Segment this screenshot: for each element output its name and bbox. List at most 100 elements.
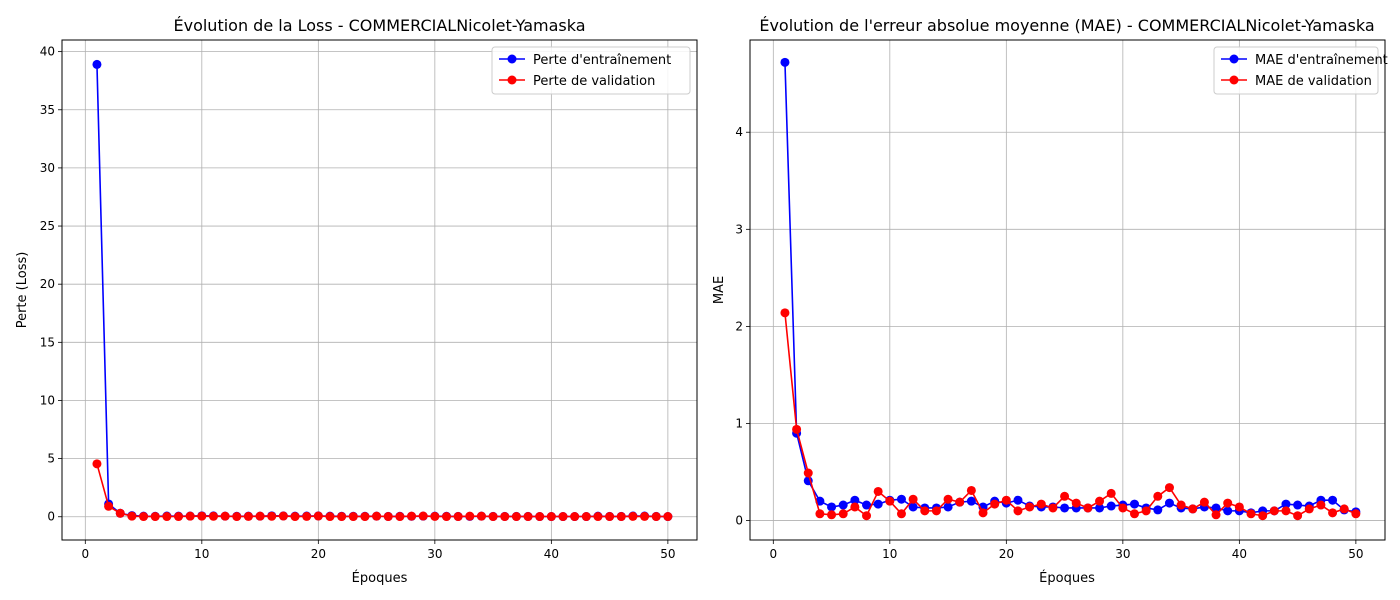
axes-frame (749, 39, 1386, 541)
data-point (1153, 505, 1163, 515)
data-point (372, 511, 382, 521)
data-point (896, 509, 906, 519)
data-point (1211, 510, 1221, 520)
data-point (1095, 496, 1105, 506)
x-tick-label: 50 (1348, 547, 1363, 561)
data-point (1118, 503, 1128, 513)
data-point (1328, 508, 1338, 518)
data-point (605, 512, 615, 522)
x-tick-label: 0 (769, 547, 777, 561)
data-point (780, 308, 790, 318)
data-point (966, 485, 976, 495)
data-point (943, 502, 953, 512)
y-tick-label: 3 (735, 222, 743, 236)
legend-label: Perte de validation (533, 74, 655, 89)
series-line (784, 312, 1357, 517)
data-point (1328, 495, 1338, 505)
data-point (453, 512, 463, 522)
data-point (418, 511, 428, 521)
data-point (1129, 499, 1139, 509)
data-point (1153, 491, 1163, 501)
legend-box (491, 46, 691, 95)
data-point (1036, 499, 1046, 509)
chart-title: Évolution de la Loss - COMMERCIALNicolet… (173, 16, 585, 35)
legend-swatch-marker (507, 54, 517, 64)
data-point (278, 511, 288, 521)
data-point (931, 506, 941, 516)
chart-title: Évolution de l'erreur absolue moyenne (M… (759, 16, 1374, 35)
data-point (92, 459, 102, 469)
data-point (1223, 506, 1233, 516)
data-point (663, 512, 673, 522)
data-point (500, 512, 510, 522)
y-axis-label: MAE (712, 276, 727, 304)
y-tick-label: 10 (40, 393, 55, 407)
legend-swatch-marker (1229, 54, 1239, 64)
x-tick-label: 40 (544, 547, 559, 561)
data-point (1269, 506, 1279, 516)
data-point (1129, 509, 1139, 519)
y-tick-label: 0 (735, 514, 743, 528)
data-point (1234, 502, 1244, 512)
data-point (827, 510, 837, 520)
series-line (784, 62, 1357, 514)
data-point (1246, 509, 1256, 519)
x-tick-label: 40 (1232, 547, 1247, 561)
data-point (267, 511, 277, 521)
data-point (1060, 503, 1070, 513)
data-point (1095, 503, 1105, 513)
data-point (325, 512, 335, 522)
data-point (92, 59, 102, 69)
data-point (908, 494, 918, 504)
data-point (395, 512, 405, 522)
data-point (862, 511, 872, 521)
x-tick-label: 50 (660, 547, 675, 561)
y-tick-label: 5 (47, 452, 55, 466)
data-point (1316, 500, 1326, 510)
data-point (1293, 500, 1303, 510)
y-tick-label: 15 (40, 335, 55, 349)
x-tick-label: 10 (882, 547, 897, 561)
data-point (383, 512, 393, 522)
data-point (1001, 495, 1011, 505)
data-point (104, 501, 114, 511)
data-point (1048, 503, 1058, 513)
x-axis-label: Époques (352, 570, 408, 586)
data-point (1258, 511, 1268, 521)
series-line (96, 463, 668, 518)
x-tick-label: 30 (427, 547, 442, 561)
data-point (197, 511, 207, 521)
data-point (348, 512, 358, 522)
data-point (407, 511, 417, 521)
data-point (896, 494, 906, 504)
data-point (511, 512, 521, 522)
data-point (1211, 503, 1221, 513)
data-point (1164, 483, 1174, 493)
data-point (1281, 499, 1291, 509)
data-point (908, 502, 918, 512)
data-point (255, 511, 265, 521)
axes-frame (61, 39, 698, 541)
data-point (815, 509, 825, 519)
data-point (488, 512, 498, 522)
data-point (955, 497, 965, 507)
data-point (1071, 498, 1081, 508)
x-tick-label: 10 (194, 547, 209, 561)
legend-box (1213, 46, 1379, 95)
y-tick-label: 20 (40, 277, 55, 291)
plot-area: 0 10 20 30 40 50 0 5 10 15 20 25 30 35 40 Perte d'entra… (40, 39, 698, 561)
y-tick-label: 25 (40, 219, 55, 233)
data-point (1060, 491, 1070, 501)
plot-area: 0 10 20 30 40 50 0 1 2 3 4 MAE d'entraînement MAE de… (735, 39, 1388, 561)
data-point (838, 500, 848, 510)
data-point (1351, 509, 1361, 519)
data-point (581, 512, 591, 522)
data-point (430, 511, 440, 521)
data-point (1293, 511, 1303, 521)
data-point (313, 511, 323, 521)
data-point (920, 506, 930, 516)
legend-label: Perte d'entraînement (533, 53, 671, 68)
data-point (174, 512, 184, 522)
data-point (441, 512, 451, 522)
